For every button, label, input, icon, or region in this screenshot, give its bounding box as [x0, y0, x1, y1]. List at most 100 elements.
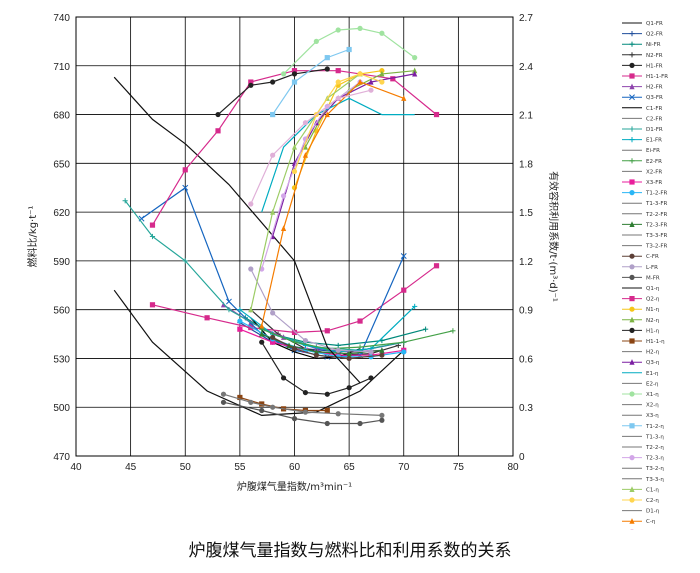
legend-label: Q3-FR [646, 95, 663, 101]
legend-label: E1-η [646, 371, 659, 377]
series-E1-η [261, 97, 415, 213]
data-point [302, 143, 309, 150]
legend-marker [629, 327, 635, 333]
series-line [272, 48, 350, 115]
legend-label: H2-η [646, 350, 660, 356]
series-line [261, 341, 372, 395]
data-point [248, 79, 254, 85]
data-point [291, 168, 298, 175]
data-point [390, 76, 396, 82]
data-point [379, 79, 385, 85]
legend-label: T1-2-η [645, 424, 664, 430]
legend-marker [629, 190, 635, 196]
data-point [259, 339, 265, 345]
data-point [204, 315, 210, 321]
figure-caption: 炉腹煤气量指数与燃料比和利用系数的关系 [188, 541, 512, 561]
legend-marker [629, 221, 635, 227]
data-point [335, 79, 341, 85]
series-Q2-η [149, 68, 440, 228]
legend-entry: X1-η [622, 391, 659, 398]
legend-label: T3-3-FR [645, 233, 667, 239]
legend-entry: Ei-FR [622, 148, 660, 154]
legend-marker [629, 264, 635, 270]
legend-entry: N2-η [622, 316, 660, 324]
y-right-tick-label: 1.8 [519, 159, 533, 170]
series-C-FR [270, 334, 385, 362]
legend-entry: Q2-η [622, 296, 660, 303]
y-left-tick-label: 470 [53, 452, 70, 463]
data-point [270, 79, 276, 85]
y-right-tick-label: 2.4 [519, 62, 533, 73]
data-point [302, 389, 309, 396]
legend-marker [629, 62, 635, 68]
data-point [259, 322, 265, 329]
legend-entry: T3-3-η [622, 477, 664, 483]
legend-entry: Q3-FR [622, 94, 663, 101]
data-point [368, 349, 374, 355]
data-point [259, 330, 265, 337]
legend-entry: D1-η [622, 509, 660, 515]
legend-entry: E2-η [622, 381, 659, 387]
data-point [379, 347, 385, 353]
legend-entry: T1-3-FR [622, 201, 667, 207]
legend-entry: D1-FR [622, 126, 663, 133]
data-point [401, 349, 407, 355]
y-left-tick-label: 680 [53, 111, 70, 122]
y-left-axis-label: 燃料比/kg·t⁻¹ [26, 206, 39, 268]
legend-entry: X2-FR [622, 169, 662, 175]
y-right-axis-label: 有效容积利用系数/t·(m³·d)⁻¹ [547, 171, 560, 302]
legend-label: T1-2-FR [645, 191, 667, 197]
legend-entry: E2-FR [622, 158, 662, 165]
data-point [357, 78, 363, 85]
data-point [291, 68, 298, 74]
series-M-FR [220, 399, 385, 427]
legend-entry: T3-2-FR [622, 244, 667, 250]
legend-entry: T1-2-η [622, 423, 664, 430]
legend-marker [629, 253, 635, 259]
legend-label: X3-FR [646, 180, 662, 186]
series-line [152, 265, 437, 334]
legend-entry: T2-3-η [622, 455, 664, 462]
data-point [346, 46, 352, 53]
legend-entry: E1-FR [622, 137, 662, 144]
legend-entry: C2-FR [622, 116, 662, 122]
data-point [379, 412, 385, 418]
y-left-tick-label: 590 [53, 257, 70, 268]
data-point [237, 394, 243, 401]
legend-label: T2-3-FR [645, 222, 667, 228]
legend-entry: T2-3-FR [622, 221, 667, 228]
data-point [313, 38, 319, 44]
data-point [259, 407, 265, 414]
legend-label: T1-3-η [645, 434, 664, 440]
y-right-tick-label: 2.7 [519, 13, 533, 24]
series-L-FR [248, 266, 374, 355]
data-point [357, 318, 363, 324]
legend-entry: H1-η [622, 327, 660, 334]
y-left-tick-label: 740 [53, 13, 70, 24]
legend-entry: L-FR [622, 264, 658, 271]
x-tick-label: 75 [453, 462, 465, 473]
series-Q1-η [113, 76, 361, 384]
data-point [412, 67, 418, 74]
legend-entry: E1-η [622, 371, 659, 377]
series-line [283, 27, 416, 75]
data-point [291, 79, 298, 85]
series-H1-FR [259, 339, 374, 397]
legend-label: Q2-η [646, 297, 660, 303]
legend-label: N1-η [646, 307, 660, 313]
y-left-tick-label: 500 [53, 403, 70, 414]
series-H1-η [215, 66, 330, 118]
legend-entry: Q1-FR [622, 21, 663, 27]
legend-label: Q3-η [646, 360, 660, 366]
data-point [182, 167, 188, 173]
legend-label: N2-FR [646, 53, 663, 59]
series-C2-η [291, 71, 385, 175]
legend-label: N2-η [646, 318, 660, 324]
legend-entry: T1-3-η [622, 434, 664, 440]
legend-marker [629, 518, 635, 524]
legend-label: D1-η [646, 509, 660, 515]
legend-entry: H1-FR [622, 62, 663, 69]
data-point [412, 70, 418, 77]
y-right-tick-label: 0.6 [519, 354, 533, 365]
data-point [379, 30, 385, 36]
